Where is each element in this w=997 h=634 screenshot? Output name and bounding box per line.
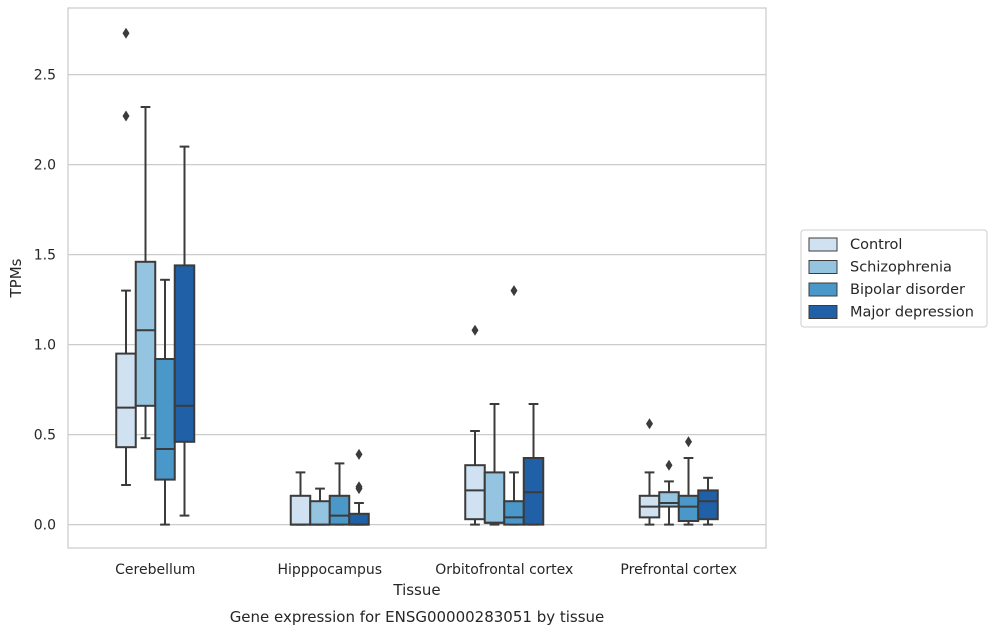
box — [328, 462, 351, 526]
y-tick-label: 1.0 — [34, 338, 56, 354]
box — [173, 145, 196, 517]
x-tick-label: Prefrontal cortex — [620, 562, 737, 578]
box — [134, 106, 157, 440]
legend-swatch — [808, 305, 838, 319]
box-body — [483, 471, 506, 524]
box — [503, 285, 525, 526]
box — [464, 324, 486, 526]
legend-item: Major depression — [808, 305, 974, 321]
outlier-point — [685, 436, 692, 448]
legend-label: Major depression — [850, 305, 974, 321]
outlier-point — [510, 285, 518, 297]
box-body — [328, 494, 351, 526]
legend-swatch — [808, 237, 838, 252]
box-body — [464, 464, 486, 521]
box — [697, 476, 719, 526]
box-group — [638, 418, 719, 526]
box-body — [348, 512, 370, 526]
x-tick-label: Orbitofrontal cortex — [435, 562, 573, 578]
y-axis-ticks: 0.0 0.5 1.0 1.5 2.0 2.5 — [34, 68, 56, 534]
legend-label: Schizophrenia — [850, 260, 952, 276]
outlier-point — [355, 481, 363, 493]
outlier-point — [122, 110, 130, 122]
chart-caption: Gene expression for ENSG00000283051 by t… — [230, 608, 605, 626]
y-tick-label: 1.5 — [34, 248, 56, 264]
box-body — [289, 494, 312, 526]
legend: Control Schizophrenia Bipolar disorder Majo… — [800, 229, 988, 328]
legend-item: Schizophrenia — [808, 260, 952, 276]
y-tick-label: 0.0 — [34, 518, 56, 534]
plot-frame — [67, 7, 767, 549]
outlier-point — [665, 459, 673, 471]
outlier-point — [355, 448, 363, 460]
box — [115, 27, 137, 486]
legend-frame — [800, 229, 988, 328]
box-group — [464, 285, 545, 526]
box — [522, 403, 545, 526]
box-body — [697, 489, 719, 521]
legend-label: Bipolar disorder — [850, 282, 965, 298]
outlier-point — [646, 418, 653, 430]
legend-swatch — [808, 282, 838, 297]
box-groups — [115, 27, 719, 526]
box — [638, 418, 661, 526]
box-body — [134, 260, 157, 407]
outlier-point — [471, 324, 479, 336]
box — [483, 403, 506, 526]
box — [658, 459, 680, 526]
box-body — [173, 264, 196, 443]
x-axis-label: Tissue — [392, 581, 440, 599]
legend-item: Control — [808, 237, 902, 253]
box-body — [115, 352, 137, 449]
x-axis-ticks: Cerebellum Hipppocampus Orbitofrontal cort… — [115, 562, 737, 578]
box-body — [503, 500, 525, 526]
x-tick-label: Hipppocampus — [277, 562, 382, 578]
outlier-point — [122, 27, 130, 39]
y-axis-label: TPMs — [7, 258, 25, 298]
box — [154, 278, 176, 526]
box-group — [115, 27, 196, 526]
box-body — [677, 494, 700, 522]
legend-swatch — [808, 260, 838, 274]
box-body — [658, 491, 680, 508]
box — [677, 436, 700, 526]
x-tick-label: Cerebellum — [115, 562, 195, 578]
box — [348, 448, 370, 526]
legend-item: Bipolar disorder — [808, 282, 965, 298]
box-body — [309, 500, 331, 526]
y-tick-label: 2.0 — [34, 158, 56, 174]
legend-label: Control — [850, 237, 902, 253]
y-tick-label: 2.5 — [34, 68, 56, 84]
box-body — [154, 358, 176, 481]
y-tick-label: 0.5 — [34, 428, 56, 444]
box-group — [289, 448, 370, 526]
